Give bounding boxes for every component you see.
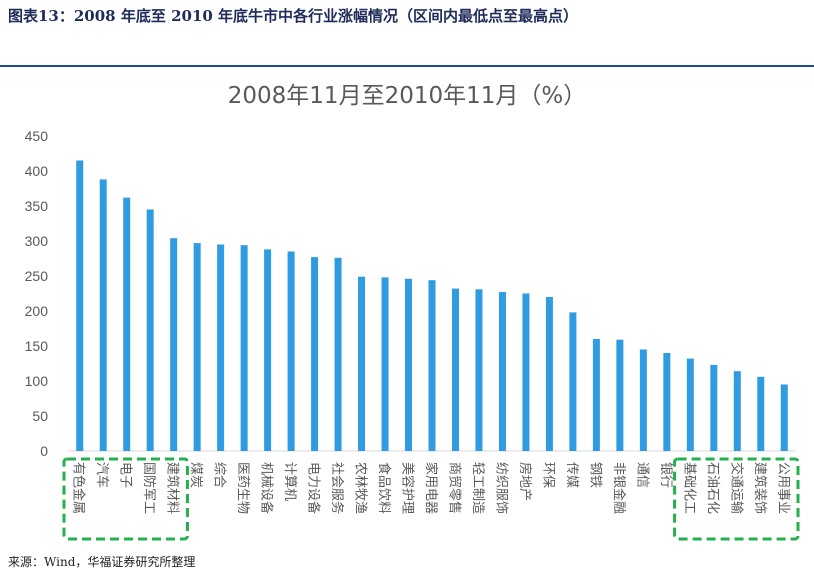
- y-tick-label: 150: [25, 338, 49, 354]
- heading-rule: [0, 65, 814, 67]
- figure-heading: 图表13：2008 年底至 2010 年底牛市中各行业涨幅情况（区间内最低点至最…: [8, 7, 579, 25]
- bar: [287, 251, 295, 451]
- y-tick-label: 0: [40, 443, 48, 459]
- x-tick-label: 国防军工: [141, 462, 157, 514]
- x-tick-label: 银行: [658, 462, 673, 488]
- bar: [428, 280, 436, 451]
- x-tick-label: 综合: [212, 462, 227, 488]
- x-tick-label: 基础化工: [681, 462, 696, 514]
- x-tick-label: 交通运输: [728, 462, 744, 514]
- x-tick-label: 钢铁: [587, 462, 602, 488]
- y-tick-label: 200: [25, 303, 49, 319]
- x-tick-label: 建筑材料: [165, 462, 181, 514]
- y-tick-label: 250: [25, 268, 49, 284]
- x-axis-ticks: 有色金属 汽车 电子 国防军工 建筑材料 煤炭 综合 医药生物 机械设备 计算机 电力设备 社会服务农…: [71, 462, 791, 514]
- x-tick-label: 纺织服饰: [493, 462, 508, 514]
- x-tick-label: 家用电器: [423, 462, 439, 514]
- y-tick-label: 100: [25, 373, 49, 389]
- x-tick-label: 房地产: [517, 462, 533, 501]
- x-tick-label: 环保: [540, 462, 555, 488]
- bar: [475, 289, 483, 451]
- y-tick-label: 300: [25, 233, 49, 249]
- bar: [193, 243, 201, 451]
- bar: [217, 244, 225, 451]
- chart-title: 2008年11月至2010年11月（%）: [228, 83, 586, 109]
- bar: [757, 376, 765, 451]
- x-tick-label: 食品饮料: [376, 462, 392, 514]
- bar: [123, 197, 131, 451]
- bar: [710, 364, 718, 451]
- y-tick-label: 350: [25, 198, 49, 214]
- bar: [498, 292, 506, 451]
- x-tick-label: 公用事业: [775, 462, 790, 514]
- bar: [146, 209, 154, 451]
- source-note: 来源：Wind，华福证券研究所整理: [8, 555, 196, 569]
- bar: [76, 160, 84, 451]
- x-tick-label: 煤炭: [188, 462, 203, 488]
- bar: [522, 293, 530, 451]
- x-tick-label: 机械设备: [259, 462, 275, 514]
- highlight-box-2: [673, 457, 800, 541]
- bar: [545, 297, 553, 451]
- y-tick-label: 50: [32, 408, 48, 424]
- highlight-box-1: [62, 457, 189, 541]
- y-axis-ticks: 0 50 100 150 200 250 300 350 400 450: [25, 128, 49, 459]
- bar: [240, 245, 248, 451]
- bar: [780, 384, 788, 451]
- bar: [311, 257, 319, 451]
- bar: [733, 371, 741, 451]
- bar: [334, 257, 342, 451]
- x-tick-label: 计算机: [282, 462, 297, 501]
- x-tick-label: 美容护理: [400, 462, 416, 514]
- bar: [592, 339, 600, 451]
- x-tick-label: 医药生物: [235, 462, 250, 514]
- y-tick-label: 400: [25, 163, 49, 179]
- bar: [569, 312, 577, 451]
- bar: [264, 249, 272, 451]
- bar: [381, 277, 389, 451]
- x-tick-label: 石油石化: [705, 462, 720, 514]
- x-tick-label: 电子: [118, 462, 133, 488]
- bar: [170, 238, 178, 451]
- x-tick-label: 汽车: [94, 462, 110, 488]
- bar: [686, 358, 694, 451]
- bar: [451, 288, 459, 451]
- highlight-boxes: [62, 457, 800, 541]
- x-tick-label: 轻工制造: [470, 462, 485, 514]
- x-tick-label: 社会服务: [329, 462, 345, 514]
- bar: [639, 349, 647, 451]
- x-tick-label: 建筑装饰: [752, 462, 768, 514]
- x-tick-label: 有色金属: [71, 462, 87, 514]
- x-tick-label: 电力设备: [306, 462, 322, 514]
- bar: [616, 339, 624, 451]
- x-tick-label: 非银金融: [611, 462, 627, 514]
- bar: [663, 353, 671, 451]
- bars: [76, 160, 788, 451]
- x-tick-label: 通信: [634, 462, 649, 488]
- bar: [405, 278, 413, 451]
- bar-chart: 2008年11月至2010年11月（%） 0 50 100 150 200 250 300 3…: [25, 83, 800, 541]
- x-tick-label: 商贸零售: [446, 462, 462, 514]
- x-tick-label: 农林牧渔: [353, 462, 368, 514]
- bar: [99, 179, 107, 451]
- bar: [358, 276, 366, 451]
- x-tick-label: 传媒: [564, 462, 579, 488]
- y-tick-label: 450: [25, 128, 49, 144]
